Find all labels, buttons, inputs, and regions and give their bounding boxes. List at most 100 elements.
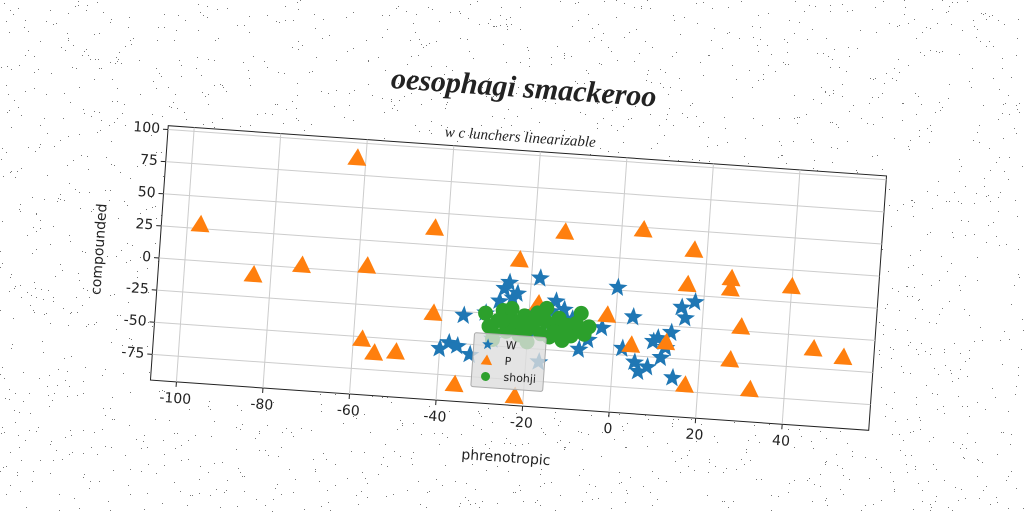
noise-dot: [207, 6, 208, 7]
noise-dot: [1002, 113, 1003, 114]
noise-dot: [541, 428, 542, 429]
noise-dot: [298, 41, 299, 42]
noise-dot: [489, 448, 490, 449]
noise-dot: [584, 83, 585, 84]
noise-dot: [370, 432, 371, 433]
noise-dot: [402, 423, 403, 424]
noise-dot: [886, 404, 887, 405]
noise-dot: [952, 510, 953, 511]
noise-dot: [83, 430, 84, 431]
noise-dot: [50, 10, 51, 11]
noise-dot: [319, 481, 320, 482]
noise-dot: [998, 119, 999, 120]
noise-dot: [69, 183, 70, 184]
noise-dot: [96, 322, 97, 323]
noise-dot: [712, 8, 713, 9]
noise-dot: [248, 70, 249, 71]
noise-dot: [67, 165, 68, 166]
noise-dot: [439, 21, 440, 22]
noise-dot: [109, 125, 110, 126]
noise-dot: [439, 81, 440, 82]
noise-dot: [708, 137, 709, 138]
noise-dot: [25, 55, 26, 56]
noise-dot: [148, 322, 149, 323]
noise-dot: [728, 507, 729, 508]
noise-dot: [226, 91, 227, 92]
noise-dot: [11, 171, 12, 172]
noise-dot: [807, 480, 808, 481]
noise-dot: [109, 200, 110, 201]
noise-dot: [46, 21, 47, 22]
noise-dot: [1000, 340, 1001, 341]
noise-dot: [475, 503, 476, 504]
noise-dot: [144, 435, 145, 436]
noise-dot: [514, 81, 515, 82]
noise-dot: [954, 192, 955, 193]
y-tick-label: 75: [139, 152, 158, 169]
noise-dot: [276, 21, 277, 22]
noise-dot: [782, 155, 783, 156]
noise-dot: [728, 7, 729, 8]
triangle-marker: [731, 317, 751, 335]
noise-dot: [253, 56, 254, 57]
noise-dot: [826, 461, 827, 462]
noise-dot: [40, 144, 41, 145]
noise-dot: [426, 507, 427, 508]
noise-dot: [1015, 394, 1016, 395]
noise-dot: [366, 40, 367, 41]
grid-line: [165, 161, 885, 213]
noise-dot: [826, 438, 827, 439]
noise-dot: [877, 155, 878, 156]
noise-dot: [943, 406, 944, 407]
noise-dot: [961, 203, 962, 204]
grid-line: [695, 163, 714, 419]
noise-dot: [434, 433, 435, 434]
noise-dot: [936, 51, 937, 52]
noise-dot: [321, 404, 322, 405]
noise-dot: [79, 87, 80, 88]
noise-dot: [597, 103, 598, 104]
noise-dot: [592, 499, 593, 500]
noise-dot: [977, 280, 978, 281]
noise-dot: [520, 490, 521, 491]
noise-dot: [367, 497, 368, 498]
noise-dot: [418, 89, 419, 90]
noise-dot: [349, 105, 350, 106]
noise-dot: [972, 68, 973, 69]
noise-dot: [1022, 166, 1023, 167]
noise-dot: [861, 510, 862, 511]
noise-dot: [985, 409, 986, 410]
noise-dot: [431, 66, 432, 67]
noise-dot: [967, 433, 968, 434]
noise-dot: [652, 471, 653, 472]
noise-dot: [78, 1, 79, 2]
noise-dot: [678, 419, 679, 420]
noise-dot: [69, 235, 70, 236]
noise-dot: [838, 127, 839, 128]
noise-dot: [117, 315, 118, 316]
noise-dot: [29, 393, 30, 394]
noise-dot: [989, 16, 990, 17]
noise-dot: [891, 358, 892, 359]
noise-dot: [178, 15, 179, 16]
noise-dot: [272, 114, 273, 115]
noise-dot: [984, 178, 985, 179]
noise-dot: [901, 366, 902, 367]
noise-dot: [488, 79, 489, 80]
noise-dot: [595, 486, 596, 487]
noise-dot: [257, 114, 258, 115]
noise-dot: [501, 127, 502, 128]
noise-dot: [327, 490, 328, 491]
noise-dot: [94, 432, 95, 433]
noise-dot: [468, 135, 469, 136]
noise-dot: [17, 475, 18, 476]
noise-dot: [992, 15, 993, 16]
noise-dot: [888, 271, 889, 272]
noise-dot: [53, 297, 54, 298]
noise-dot: [955, 487, 956, 488]
noise-dot: [872, 156, 873, 157]
noise-dot: [111, 342, 112, 343]
noise-dot: [214, 60, 215, 61]
noise-dot: [995, 397, 996, 398]
noise-dot: [488, 408, 489, 409]
